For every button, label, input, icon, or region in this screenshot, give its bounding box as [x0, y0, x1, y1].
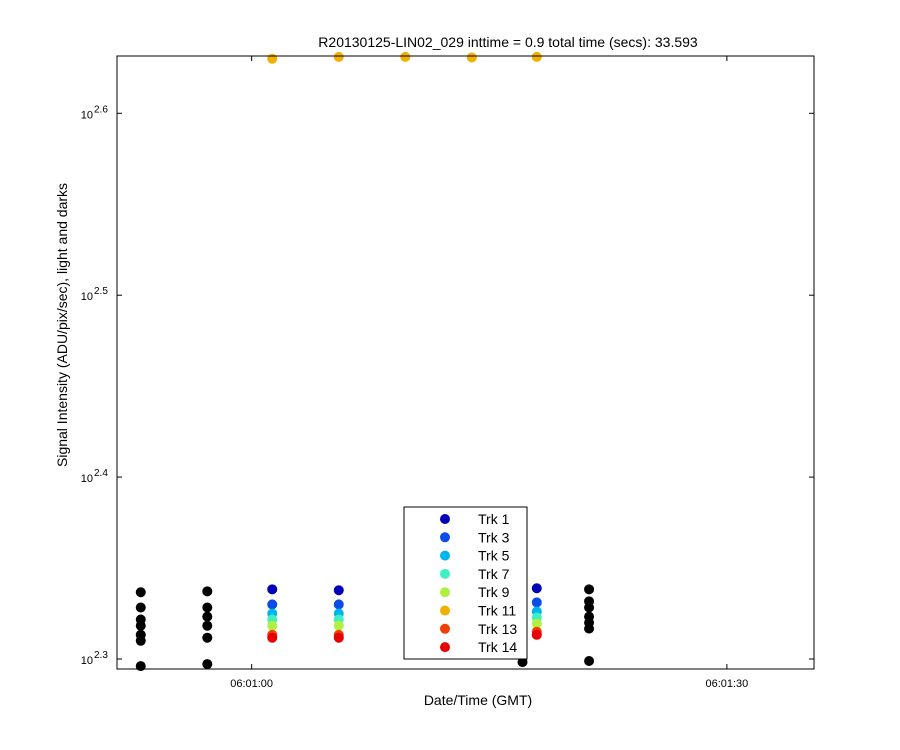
legend-label: Trk 5 — [478, 548, 510, 564]
light-point-trk-1 — [333, 585, 344, 596]
light-point-trk-11 — [267, 53, 278, 64]
legend-marker — [440, 550, 450, 561]
legend-label: Trk 11 — [478, 603, 516, 619]
y-tick-exponent: 2.6 — [94, 104, 108, 115]
legend-marker — [440, 642, 450, 653]
dark-point — [584, 655, 595, 666]
dark-point — [584, 623, 595, 634]
legend-marker — [440, 623, 450, 634]
dark-point — [202, 602, 213, 613]
x-axis: 06:01:00 06:01:30 — [230, 56, 748, 690]
light-point-trk-1 — [267, 584, 278, 595]
legend-label: Trk 1 — [478, 511, 510, 527]
y-tick-base: 10 — [81, 109, 93, 121]
y-tick-exponent: 2.5 — [94, 286, 108, 297]
dark-point — [202, 586, 213, 597]
y-tick-base: 10 — [81, 473, 93, 485]
legend-marker — [440, 568, 450, 579]
dark-point — [202, 659, 213, 670]
chart-title: R20130125-LIN02_029 inttime = 0.9 total … — [318, 34, 698, 50]
y-tick-base: 10 — [81, 655, 93, 667]
legend-box — [403, 506, 528, 660]
legend-marker — [440, 605, 450, 616]
legend-marker — [440, 587, 450, 598]
light-point-trk-11 — [531, 51, 542, 62]
light-point-trk-9 — [267, 620, 278, 631]
light-point-trk-11 — [400, 51, 411, 62]
x-tick-label: 06:01:30 — [705, 678, 748, 690]
light-point-trk-3 — [333, 599, 344, 610]
dark-point — [202, 620, 213, 631]
dark-point — [135, 661, 146, 672]
light-point-trk-3 — [531, 597, 542, 608]
y-tick-base: 10 — [81, 291, 93, 303]
y-tick-exponent: 2.3 — [94, 650, 108, 661]
legend-label: Trk 13 — [478, 621, 517, 637]
dark-point — [135, 602, 146, 613]
plot-area — [116, 55, 815, 670]
dark-point — [135, 635, 146, 646]
dark-point — [584, 584, 595, 595]
legend-label: Trk 14 — [478, 639, 517, 655]
y-tick-exponent: 2.4 — [94, 468, 108, 479]
light-point-trk-11 — [333, 51, 344, 62]
dark-point — [202, 611, 213, 622]
dark-point — [135, 587, 146, 598]
dark-point — [202, 632, 213, 643]
legend-marker — [440, 532, 450, 543]
x-tick-label: 06:01:00 — [230, 678, 273, 690]
light-point-trk-14 — [333, 632, 344, 643]
legend-marker — [440, 514, 450, 524]
y-axis: 10 2.310 2.410 2.510 2.6 — [81, 104, 814, 667]
light-point-trk-3 — [267, 599, 278, 610]
light-point-trk-14 — [267, 632, 278, 643]
light-point-trk-14 — [531, 629, 542, 640]
dark-point — [517, 657, 528, 668]
dark-point — [584, 602, 595, 613]
legend-label: Trk 3 — [478, 529, 510, 545]
dark-point — [135, 620, 146, 631]
light-point-trk-11 — [466, 52, 477, 63]
light-point-trk-9 — [531, 618, 542, 629]
legend: Trk 1 Trk 3 Trk 5 Trk 7 Trk 9 Trk 11 Trk 13 Trk… — [403, 506, 528, 660]
legend-label: Trk 9 — [478, 584, 510, 600]
light-point-trk-1 — [531, 583, 542, 594]
x-axis-label: Date/Time (GMT) — [424, 692, 532, 708]
legend-label: Trk 7 — [478, 566, 510, 582]
light-point-trk-9 — [333, 620, 344, 631]
y-axis-label: Signal Intensity (ADU/pix/sec), light an… — [54, 183, 70, 467]
